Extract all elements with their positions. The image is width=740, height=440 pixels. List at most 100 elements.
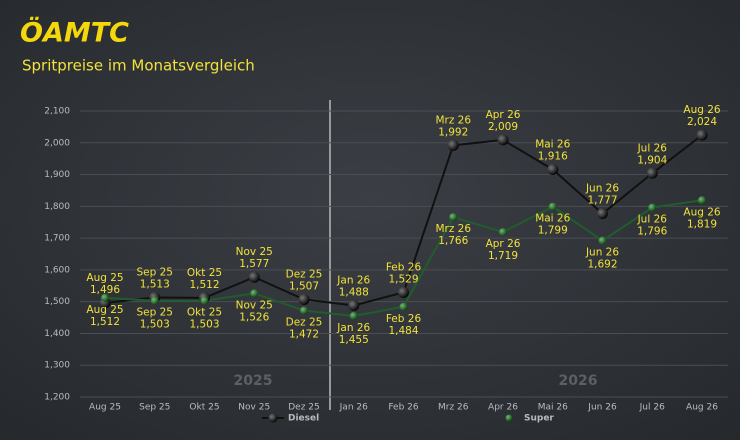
marker bbox=[597, 208, 608, 220]
data-label: 1,992 bbox=[438, 126, 468, 138]
x-tick-label: Apr 26 bbox=[488, 403, 518, 413]
x-tick-label: Aug 25 bbox=[89, 403, 121, 413]
marker bbox=[248, 271, 260, 283]
data-label-category: Aug 25 bbox=[86, 272, 123, 284]
legend-marker bbox=[505, 414, 513, 422]
data-label-category: Mrz 26 bbox=[435, 223, 471, 235]
data-label: 1,455 bbox=[339, 334, 369, 346]
marker bbox=[698, 196, 706, 205]
data-label: 1,503 bbox=[140, 319, 170, 331]
marker bbox=[150, 296, 159, 305]
y-tick-label: 2,100 bbox=[44, 107, 70, 117]
marker bbox=[348, 299, 360, 311]
marker bbox=[349, 311, 358, 320]
data-label-category: Jan 26 bbox=[336, 274, 370, 286]
marker bbox=[298, 293, 310, 305]
marker bbox=[497, 134, 509, 146]
legend-label: Diesel bbox=[288, 414, 319, 424]
data-label: 1,719 bbox=[488, 250, 518, 262]
data-label: 1,512 bbox=[90, 316, 120, 328]
y-tick-label: 1,700 bbox=[44, 234, 70, 244]
data-label: 1,484 bbox=[388, 325, 418, 337]
x-tick-label: Sep 25 bbox=[139, 403, 170, 413]
data-label-category: Sep 25 bbox=[137, 267, 174, 279]
data-label-category: Mai 26 bbox=[535, 213, 570, 225]
data-label-category: Jun 26 bbox=[585, 247, 619, 259]
x-tick-label: Jul 26 bbox=[639, 403, 665, 413]
marker bbox=[449, 213, 458, 222]
data-label-category: Nov 25 bbox=[236, 246, 273, 258]
data-label: 1,488 bbox=[339, 286, 369, 298]
data-label: 1,496 bbox=[90, 284, 120, 296]
data-label-category: Aug 26 bbox=[683, 104, 721, 116]
x-tick-label: Okt 25 bbox=[189, 403, 219, 413]
x-tick-label: Nov 25 bbox=[238, 403, 270, 413]
marker bbox=[398, 286, 409, 298]
y-tick-label: 1,600 bbox=[44, 265, 70, 275]
data-label-category: Okt 25 bbox=[187, 307, 222, 319]
y-tick-label: 1,500 bbox=[44, 297, 70, 307]
data-label-category: Dez 25 bbox=[286, 317, 323, 329]
marker bbox=[447, 139, 459, 151]
y-tick-label: 2,000 bbox=[44, 138, 70, 148]
data-label-category: Jul 26 bbox=[637, 142, 668, 154]
chart-title: Spritpreise im Monatsvergleich bbox=[22, 57, 255, 75]
marker bbox=[300, 306, 308, 315]
data-label: 1,507 bbox=[289, 280, 319, 292]
logo: ÖAMTC bbox=[20, 16, 129, 49]
y-tick-label: 1,800 bbox=[44, 202, 70, 212]
x-tick-label: Dez 25 bbox=[288, 403, 320, 413]
data-label: 1,513 bbox=[140, 279, 170, 291]
data-label-category: Sep 25 bbox=[137, 307, 174, 319]
data-label: 1,796 bbox=[637, 226, 667, 238]
marker bbox=[548, 202, 557, 211]
marker bbox=[499, 228, 507, 237]
data-label-category: Okt 25 bbox=[187, 267, 222, 279]
marker bbox=[696, 129, 708, 141]
data-label: 2,009 bbox=[488, 121, 518, 133]
y-tick-label: 1,900 bbox=[44, 170, 70, 180]
data-label-category: Feb 26 bbox=[386, 261, 422, 273]
data-label: 1,692 bbox=[587, 259, 617, 271]
marker bbox=[200, 296, 209, 305]
x-tick-label: Mai 26 bbox=[538, 403, 568, 413]
legend-marker bbox=[268, 413, 278, 423]
data-label-category: Feb 26 bbox=[386, 313, 422, 325]
marker bbox=[648, 203, 657, 212]
data-label: 1,819 bbox=[687, 218, 717, 230]
data-label-category: Mrz 26 bbox=[435, 114, 471, 126]
x-tick-label: Jun 26 bbox=[587, 403, 617, 413]
data-label-category: Jun 26 bbox=[585, 183, 619, 195]
data-label-category: Aug 25 bbox=[86, 304, 123, 316]
marker bbox=[101, 293, 109, 302]
data-label-category: Apr 26 bbox=[486, 109, 521, 121]
marker bbox=[399, 302, 408, 311]
x-tick-label: Mrz 26 bbox=[438, 403, 469, 413]
marker bbox=[598, 236, 607, 245]
data-label-category: Mai 26 bbox=[535, 138, 570, 150]
x-tick-label: Feb 26 bbox=[388, 403, 419, 413]
data-label: 1,766 bbox=[438, 235, 468, 247]
marker bbox=[547, 163, 559, 175]
data-label: 1,916 bbox=[538, 150, 568, 162]
data-label: 1,512 bbox=[189, 279, 219, 291]
data-label-category: Aug 26 bbox=[683, 206, 721, 218]
data-label: 1,904 bbox=[637, 154, 667, 166]
y-tick-label: 1,200 bbox=[44, 393, 70, 403]
data-label-category: Apr 26 bbox=[486, 238, 521, 250]
data-label: 1,799 bbox=[538, 225, 568, 237]
data-label: 2,024 bbox=[687, 116, 717, 128]
data-label-category: Dez 25 bbox=[286, 268, 323, 280]
marker bbox=[646, 167, 658, 179]
data-label-category: Nov 25 bbox=[236, 299, 273, 311]
data-label-category: Jul 26 bbox=[637, 214, 668, 226]
year-label: 2025 bbox=[234, 373, 273, 389]
marker bbox=[250, 289, 259, 298]
x-tick-label: Aug 26 bbox=[686, 403, 718, 413]
data-label: 1,526 bbox=[239, 311, 269, 323]
data-label: 1,777 bbox=[587, 195, 617, 207]
legend-label: Super bbox=[524, 414, 554, 424]
data-label: 1,577 bbox=[239, 258, 269, 270]
